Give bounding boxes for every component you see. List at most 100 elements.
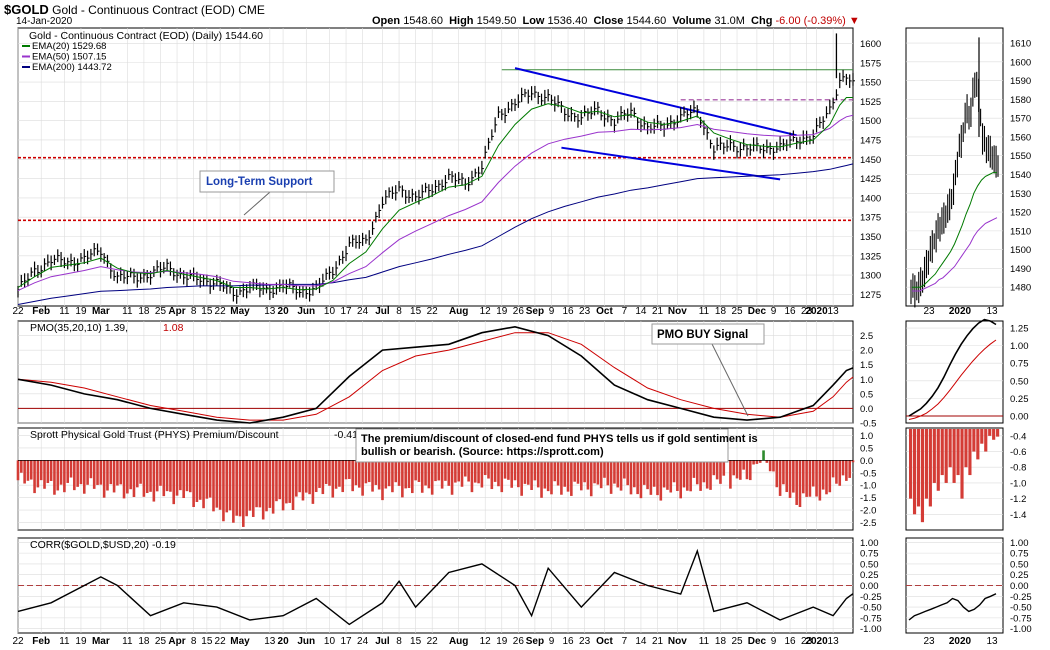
close-value: 1544.60 (626, 15, 667, 27)
phys-bar (364, 460, 368, 484)
phys-bar (729, 460, 732, 489)
phys-bar (258, 460, 262, 508)
inset-phys-bar (924, 429, 928, 499)
phys-bar (444, 460, 447, 481)
x-tick-label: 22 (12, 306, 24, 317)
x-tick-label: 23 (579, 306, 591, 317)
phys-bar (503, 460, 507, 479)
y-tick-label-inset-pmo: 0.50 (1010, 376, 1029, 387)
phys-bar (705, 460, 709, 489)
phys-bar (420, 460, 424, 493)
y-tick-label-pmo: 0.0 (860, 404, 873, 415)
y-tick-label-inset-price: 1540 (1010, 170, 1031, 181)
phys-bar (109, 460, 113, 485)
upper-trendline (514, 67, 797, 137)
phys-bar (752, 460, 755, 465)
open-value: 1548.60 (403, 15, 443, 27)
pmo-label-box (651, 323, 765, 345)
phys-bar (808, 460, 812, 497)
phys-bar (169, 460, 172, 492)
x-tick-label: 19 (75, 636, 87, 647)
y-tick-label-corr: -1.00 (860, 624, 882, 635)
x-tick-label: 19 (75, 306, 87, 317)
phys-bar (222, 460, 225, 522)
pmo-title: PMO(35,20,10) 1.39, (30, 322, 128, 334)
phys-bar (261, 460, 265, 520)
inset-frame-price (905, 27, 1004, 307)
inset-phys-bar (956, 429, 960, 476)
phys-bar (487, 460, 490, 479)
y-tick-label-pmo: 2.0 (860, 346, 873, 357)
phys-bar (659, 460, 663, 501)
x-tick-label: 18 (715, 636, 727, 647)
corr-line (17, 548, 854, 626)
phys-bar (778, 460, 782, 496)
y-tick-label-inset-pmo: 0.25 (1010, 394, 1029, 405)
support-label-box (199, 170, 335, 193)
inset-x-tick-label: 13 (986, 306, 998, 317)
x-tick-label: 8 (396, 636, 402, 647)
y-tick-label-phys: -1.0 (860, 481, 876, 492)
phys-bar (275, 460, 278, 502)
y-tick-label-phys: 0.5 (860, 443, 873, 454)
phys-bar (533, 460, 537, 481)
y-tick-label-price: 1475 (860, 135, 881, 146)
x-tick-label: 22 (215, 306, 227, 317)
phys-bar (748, 460, 752, 481)
phys-bar (586, 460, 590, 490)
phys-bar (848, 460, 851, 478)
x-tick-label: Dec (748, 306, 767, 317)
inset-x-tick-label: 2020 (949, 306, 972, 317)
y-tick-label-price: 1375 (860, 213, 881, 224)
x-tick-label: 25 (731, 306, 743, 317)
phys-bar (477, 460, 480, 484)
inset-phys-bar (928, 429, 932, 507)
x-tick-label: 11 (122, 306, 133, 317)
phys-bar (715, 460, 719, 480)
y-tick-label-phys: -0.5 (860, 468, 876, 479)
phys-bar (152, 460, 156, 502)
phys-bar (722, 460, 726, 476)
low-label: Low (522, 15, 545, 27)
phys-bar (636, 460, 639, 495)
phys-bar (26, 460, 30, 481)
y-tick-label-inset-corr: -1.00 (1010, 624, 1032, 635)
x-tick-label: Jul (375, 306, 390, 317)
phys-note-box (355, 428, 729, 463)
phys-bar (427, 460, 431, 489)
x-tick-label: 24 (357, 306, 369, 317)
phys-bar (397, 460, 401, 486)
phys-bar (530, 460, 533, 490)
phys-bar (96, 460, 99, 485)
phys-bar (404, 460, 407, 489)
phys-bar (712, 460, 716, 476)
phys-bar (742, 460, 745, 470)
phys-bar (606, 460, 610, 486)
y-tick-label-price: 1300 (860, 271, 881, 282)
phys-bar (314, 460, 318, 493)
y-tick-label-phys: -2.5 (860, 518, 876, 529)
phys-bar (411, 460, 414, 494)
phys-bar (89, 460, 93, 479)
ema200-line (17, 163, 854, 305)
phys-bar (798, 460, 802, 508)
phys-bar (374, 460, 378, 485)
y-tick-label-inset-corr: 0.25 (1010, 570, 1029, 581)
x-tick-label: Nov (668, 636, 687, 647)
y-tick-label-pmo: 2.5 (860, 331, 873, 342)
x-tick-label: Apr (168, 306, 185, 317)
inset-corr-line (908, 593, 997, 621)
phys-bar (43, 460, 46, 489)
y-tick-label-inset-corr: 1.00 (1010, 538, 1029, 549)
x-tick-label: 22 (427, 636, 439, 647)
inset-ema20-line (912, 172, 997, 288)
x-tick-label: Sep (526, 306, 544, 317)
phys-bar (285, 460, 288, 504)
phys-bar (165, 460, 169, 492)
y-tick-label-inset-corr: 0.75 (1010, 549, 1029, 560)
inset-phys-bar (988, 429, 992, 436)
volume-label: Volume (672, 15, 712, 27)
phys-bar (563, 460, 567, 487)
